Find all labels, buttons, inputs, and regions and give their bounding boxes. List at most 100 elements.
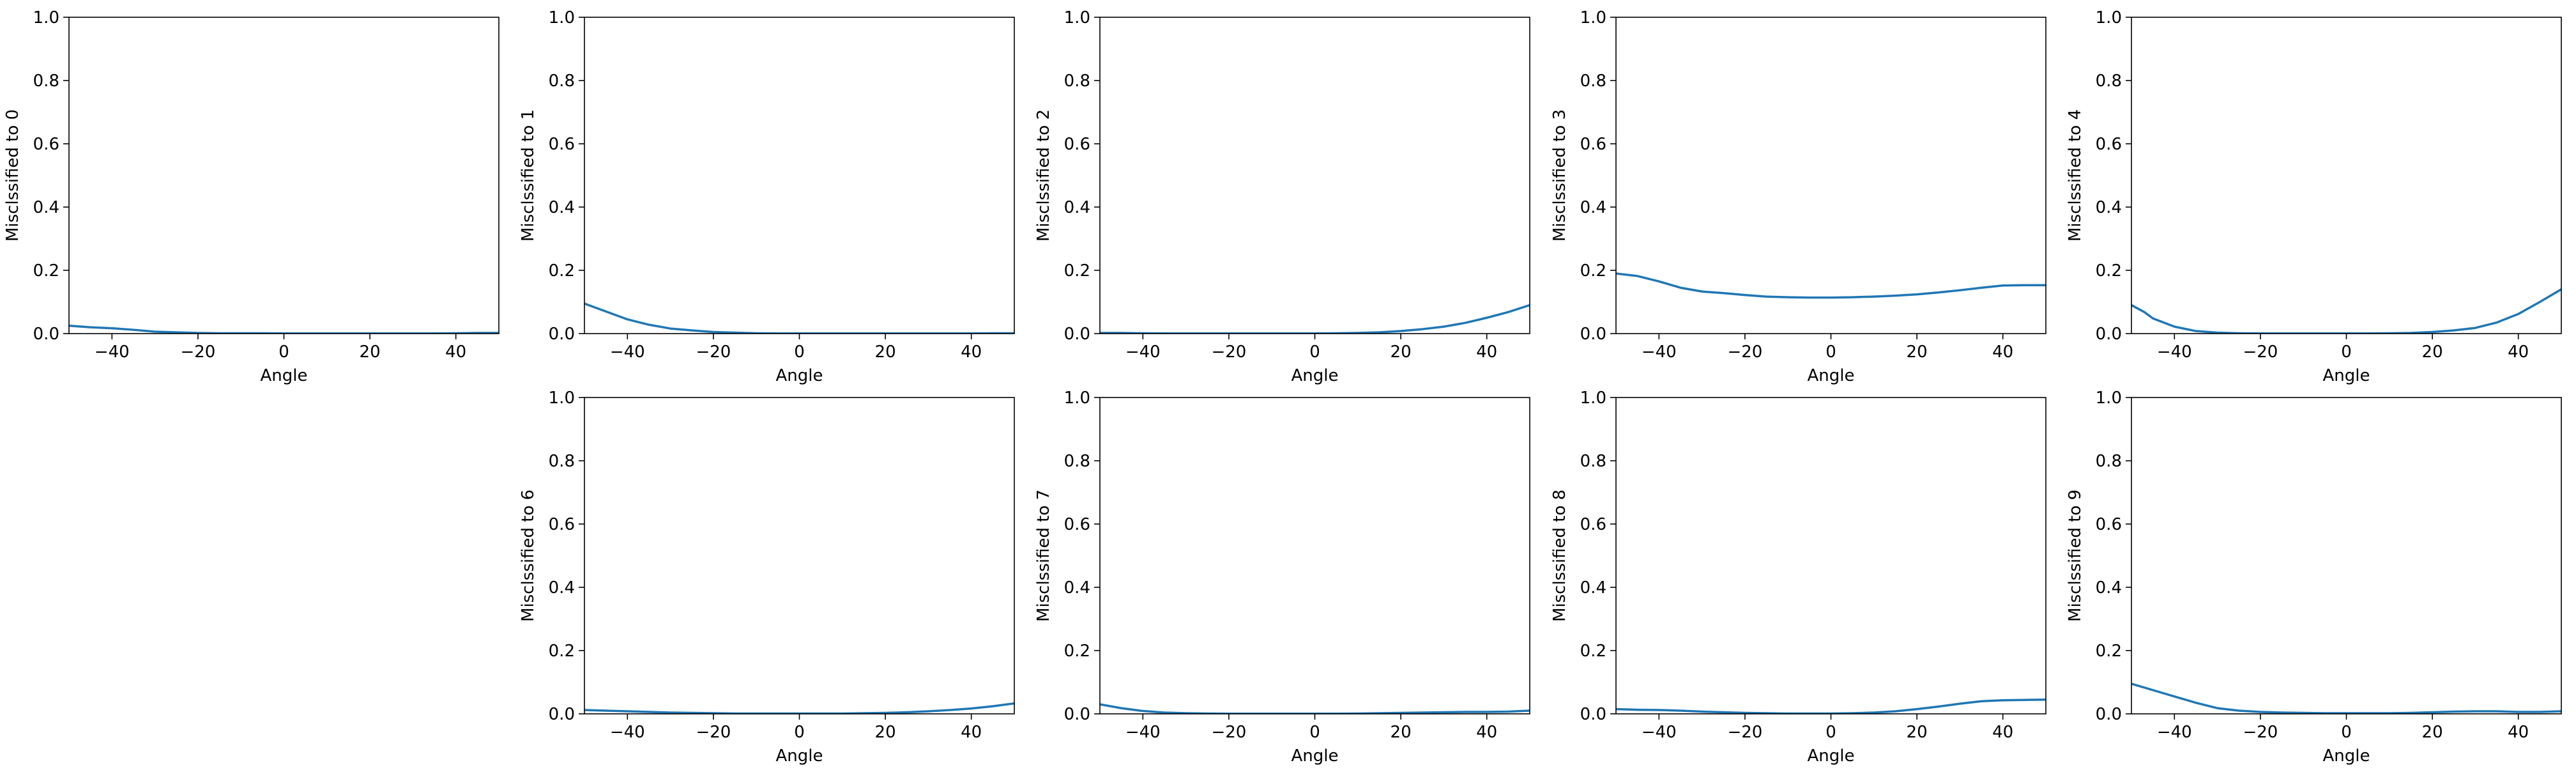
data-line (1100, 703, 1530, 714)
x-tick-label: −40 (1125, 343, 1161, 362)
x-tick-label: 0 (1309, 723, 1320, 742)
x-tick-label: 40 (961, 723, 982, 742)
x-tick-label: −40 (1642, 723, 1677, 742)
x-axis-label: Angle (1808, 366, 1855, 385)
axes-frame (584, 17, 1015, 334)
y-tick-label: 0.8 (1064, 452, 1090, 471)
x-tick-label: −20 (696, 343, 731, 362)
y-tick-label: 0.2 (1064, 261, 1090, 281)
x-tick-label: 20 (1391, 343, 1412, 362)
y-tick-label: 0.0 (1580, 325, 1606, 344)
y-tick-label: 0.2 (2096, 642, 2122, 661)
y-tick-label: 0.0 (1580, 705, 1606, 724)
y-axis-label: Misclssified to 0 (3, 109, 22, 242)
x-tick-label: 20 (1391, 723, 1412, 742)
axes-frame (2131, 397, 2562, 714)
x-axis-label: Angle (776, 366, 823, 385)
x-tick-label: −20 (696, 723, 731, 742)
y-tick-label: 0.8 (549, 72, 575, 91)
x-tick-label: −20 (1727, 723, 1762, 742)
y-tick-label: 1.0 (1064, 389, 1090, 408)
y-tick-label: 0.4 (1580, 198, 1606, 217)
subplot-8: −40 −20 0 20 40 0.0 0.2 0.4 0.6 0.8 1.0 Angle Miscls… (2066, 389, 2562, 766)
x-tick-label: 40 (1992, 723, 2013, 742)
y-tick-label: 0.6 (549, 135, 575, 154)
y-tick-label: 0.4 (1064, 578, 1090, 598)
x-tick-label: 40 (1992, 343, 2013, 362)
y-tick-label: 0.2 (1064, 642, 1090, 661)
y-tick-label: 1.0 (1580, 389, 1606, 408)
y-tick-label: 0.6 (549, 515, 575, 534)
y-tick-label: 0.2 (33, 261, 59, 281)
y-tick-label: 0.8 (1064, 72, 1090, 91)
axes-frame (1099, 397, 1530, 714)
x-tick-label: 20 (875, 723, 896, 742)
x-tick-label: 0 (794, 723, 805, 742)
y-tick-label: 0.2 (1580, 261, 1606, 281)
x-tick-label: −20 (180, 343, 215, 362)
x-tick-label: 20 (1907, 343, 1928, 362)
x-tick-label: 40 (1476, 723, 1497, 742)
x-tick-label: −40 (610, 343, 645, 362)
y-axis-label: Misclssified to 4 (2066, 109, 2085, 242)
y-tick-label: 0.4 (549, 578, 575, 598)
y-tick-label: 0.6 (1580, 515, 1606, 534)
x-tick-label: −20 (1211, 723, 1246, 742)
subplot-6: −40 −20 0 20 40 0.0 0.2 0.4 0.6 0.8 1.0 Angle Miscls… (1034, 389, 1530, 766)
axes-frame (68, 17, 499, 334)
y-tick-label: 0.4 (1064, 198, 1090, 217)
y-tick-label: 0.0 (549, 705, 575, 724)
x-axis-label: Angle (261, 366, 308, 385)
x-tick-label: 40 (2508, 343, 2529, 362)
y-axis-label: Misclssified to 2 (1034, 109, 1053, 242)
subplot-7: −40 −20 0 20 40 0.0 0.2 0.4 0.6 0.8 1.0 Angle Miscls… (1550, 389, 2046, 766)
data-line (584, 702, 1014, 714)
y-tick-label: 1.0 (2096, 389, 2122, 408)
y-tick-label: 0.6 (2096, 135, 2122, 154)
x-tick-label: −20 (1727, 343, 1762, 362)
y-tick-label: 0.0 (2096, 705, 2122, 724)
x-tick-label: 0 (278, 343, 289, 362)
y-tick-label: 0.2 (2096, 261, 2122, 281)
y-tick-label: 1.0 (33, 8, 59, 27)
x-tick-label: 0 (794, 343, 805, 362)
x-tick-label: 40 (2508, 723, 2529, 742)
x-tick-label: −40 (1125, 723, 1161, 742)
x-tick-label: −40 (610, 723, 645, 742)
y-axis-label: Misclssified to 9 (2066, 490, 2085, 622)
y-tick-label: 0.0 (1064, 325, 1090, 344)
data-line (2131, 288, 2561, 334)
x-tick-label: −20 (2243, 723, 2278, 742)
data-line (1616, 272, 2046, 299)
axes-frame (2131, 17, 2562, 334)
x-axis-label: Angle (2323, 746, 2370, 766)
subplot-4: −40 −20 0 20 40 0.0 0.2 0.4 0.6 0.8 1.0 Angle Miscls… (2066, 8, 2562, 385)
y-tick-label: 0.8 (549, 452, 575, 471)
x-tick-label: −40 (2157, 723, 2192, 742)
x-tick-label: 40 (445, 343, 466, 362)
y-axis-label: Misclssified to 7 (1034, 490, 1053, 622)
x-tick-label: 20 (1907, 723, 1928, 742)
y-tick-label: 0.6 (1580, 135, 1606, 154)
y-tick-label: 0.4 (33, 198, 59, 217)
x-axis-label: Angle (2323, 366, 2370, 385)
x-tick-label: −20 (1211, 343, 1246, 362)
y-tick-label: 1.0 (2096, 8, 2122, 27)
y-tick-label: 0.0 (2096, 325, 2122, 344)
x-tick-label: 40 (961, 343, 982, 362)
y-tick-label: 0.8 (33, 72, 59, 91)
data-line (69, 324, 499, 334)
axes-frame (1615, 397, 2046, 714)
subplot-3: −40 −20 0 20 40 0.0 0.2 0.4 0.6 0.8 1.0 Angle Miscls… (1550, 8, 2046, 385)
subplot-2: −40 −20 0 20 40 0.0 0.2 0.4 0.6 0.8 1.0 Angle Miscls… (1034, 8, 1530, 385)
y-tick-label: 0.8 (1580, 72, 1606, 91)
subplot-0: −40 −20 0 20 40 0.0 0.2 0.4 0.6 0.8 1.0 Angle Miscls… (3, 8, 499, 385)
subplot-5: −40 −20 0 20 40 0.0 0.2 0.4 0.6 0.8 1.0 Angle Miscls… (519, 389, 1015, 766)
y-axis-label: Misclssified to 3 (1550, 109, 1569, 242)
x-tick-label: 0 (1309, 343, 1320, 362)
x-axis-label: Angle (1292, 746, 1339, 766)
x-tick-label: 20 (2422, 723, 2443, 742)
y-tick-label: 1.0 (549, 8, 575, 27)
y-tick-label: 0.2 (549, 642, 575, 661)
